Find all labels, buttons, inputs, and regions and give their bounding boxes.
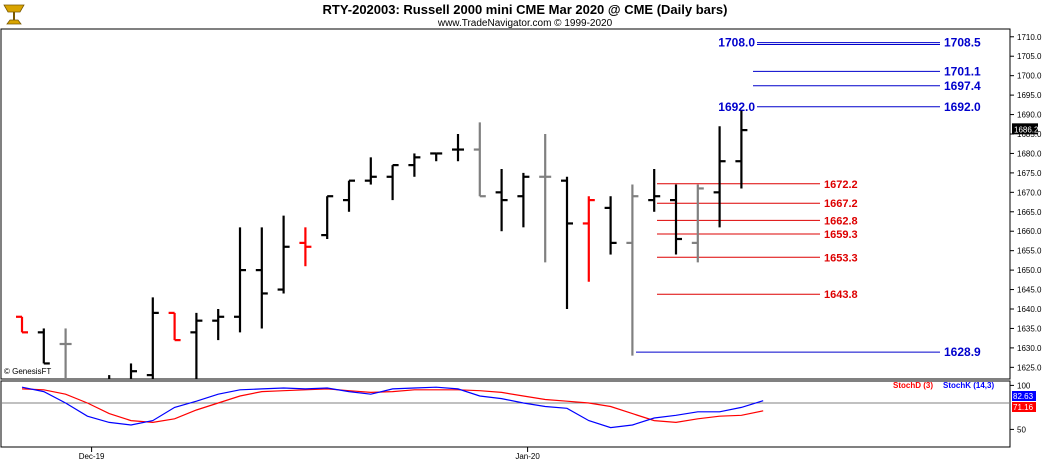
y-tick-label: 1655.0 bbox=[1017, 247, 1042, 256]
y-tick-label: 1660.0 bbox=[1017, 227, 1042, 236]
level-label: 1628.9 bbox=[944, 345, 981, 359]
stochD-line bbox=[21, 388, 764, 424]
x-tick-label: Dec-19 bbox=[79, 452, 105, 461]
level-label: 1708.5 bbox=[944, 36, 981, 50]
y-tick-label: 1690.0 bbox=[1017, 111, 1042, 120]
ohlc-bar bbox=[234, 227, 246, 333]
y-tick-label: 1675.0 bbox=[1017, 169, 1042, 178]
stochK-last-tag: 82.63 bbox=[1012, 391, 1036, 401]
y-tick-label: 1645.0 bbox=[1017, 286, 1042, 295]
ohlc-bar bbox=[255, 227, 268, 329]
level-label: 1662.8 bbox=[824, 215, 858, 227]
chart-title: RTY-202003: Russell 2000 mini CME Mar 20… bbox=[322, 2, 727, 17]
level-label: 1672.2 bbox=[824, 179, 858, 191]
y-tick-label: 1665.0 bbox=[1017, 208, 1042, 217]
level-label: 1667.2 bbox=[824, 198, 858, 210]
ohlc-bar bbox=[691, 184, 704, 263]
y-tick-label: 1630.0 bbox=[1017, 344, 1042, 353]
ind-tick-label: 100 bbox=[1017, 381, 1031, 390]
indicator-axis: 50 100 bbox=[1010, 381, 1031, 434]
stochD-last-label: 71.16 bbox=[1013, 403, 1034, 412]
x-tick-label: Jan-20 bbox=[515, 452, 540, 461]
ohlc-bar bbox=[539, 134, 552, 263]
ohlc-bar bbox=[452, 134, 464, 162]
ohlc-bar bbox=[430, 152, 443, 162]
app-logo-icon bbox=[3, 4, 25, 25]
ohlc-bar bbox=[626, 184, 639, 356]
ohlc-bar bbox=[168, 311, 181, 342]
ohlc-bar bbox=[408, 153, 421, 177]
credit-text: © GenesisFT bbox=[4, 367, 51, 376]
y-tick-label: 1695.0 bbox=[1017, 91, 1042, 100]
ohlc-bar bbox=[37, 328, 50, 365]
ohlc-bar bbox=[473, 122, 486, 198]
date-axis: Dec-19 Jan-20 bbox=[79, 447, 540, 461]
price-axis: 1625.0 1630.0 1635.0 1640.0 1645.0 1650.0 1655… bbox=[1010, 33, 1042, 372]
ohlc-bar bbox=[735, 110, 748, 189]
bars-layer bbox=[16, 110, 748, 395]
ind-tick-label: 50 bbox=[1017, 425, 1026, 434]
y-tick-label: 1700.0 bbox=[1017, 72, 1042, 81]
level-label: 1692.0 bbox=[944, 100, 981, 114]
y-tick-label: 1650.0 bbox=[1017, 266, 1042, 275]
last-price-tag: 1686.2 bbox=[1012, 123, 1039, 135]
stochD-last-tag: 71.16 bbox=[1012, 402, 1036, 412]
stochK-label: StochK (14,3) bbox=[943, 381, 994, 390]
ohlc-bar bbox=[517, 172, 530, 228]
ohlc-bar bbox=[129, 363, 137, 379]
indicator-panel bbox=[0, 380, 1011, 448]
ohlc-bar bbox=[277, 215, 290, 294]
level-label: 1643.8 bbox=[824, 289, 858, 301]
level-label: 1701.1 bbox=[944, 64, 981, 78]
ohlc-bar bbox=[364, 157, 377, 185]
last-price-label: 1686.2 bbox=[1014, 125, 1039, 134]
y-tick-label: 1670.0 bbox=[1017, 188, 1042, 197]
y-tick-label: 1640.0 bbox=[1017, 305, 1042, 314]
ohlc-bar bbox=[561, 176, 573, 309]
y-tick-label: 1705.0 bbox=[1017, 52, 1042, 61]
stochK-line bbox=[21, 386, 764, 429]
ohlc-bar bbox=[604, 196, 617, 255]
y-tick-label: 1685.0 bbox=[1017, 130, 1042, 139]
ohlc-bar bbox=[212, 309, 225, 341]
ohlc-bar bbox=[59, 328, 72, 379]
ohlc-bar bbox=[299, 227, 312, 267]
ohlc-bar bbox=[386, 164, 399, 201]
ohlc-bar bbox=[81, 383, 93, 395]
level-label: 1653.3 bbox=[824, 252, 858, 264]
y-tick-label: 1635.0 bbox=[1017, 324, 1042, 333]
y-tick-label: 1710.0 bbox=[1017, 33, 1042, 42]
ohlc-bar bbox=[648, 169, 661, 212]
level-left-label: 1692.0 bbox=[718, 100, 755, 114]
ohlc-bar bbox=[582, 196, 595, 282]
stochastic-layer bbox=[1, 386, 1010, 429]
stochD-label: StochD (3) bbox=[893, 381, 933, 390]
ohlc-bar bbox=[713, 126, 726, 228]
ohlc-bar bbox=[146, 297, 159, 379]
level-label: 1659.3 bbox=[824, 229, 858, 241]
y-tick-label: 1680.0 bbox=[1017, 149, 1042, 158]
ohlc-bar bbox=[343, 179, 355, 212]
ohlc-bar bbox=[670, 184, 682, 255]
ohlc-bar bbox=[16, 315, 28, 334]
ohlc-bar bbox=[190, 312, 203, 379]
ohlc-bar bbox=[495, 169, 508, 232]
ohlc-bar bbox=[321, 195, 334, 239]
chart-subtitle: www.TradeNavigator.com © 1999-2020 bbox=[437, 18, 613, 29]
level-left-label: 1708.0 bbox=[718, 36, 755, 50]
price-panel bbox=[0, 28, 1011, 380]
level-label: 1697.4 bbox=[944, 79, 981, 93]
stochK-last-label: 82.63 bbox=[1013, 392, 1034, 401]
y-tick-label: 1625.0 bbox=[1017, 363, 1042, 372]
